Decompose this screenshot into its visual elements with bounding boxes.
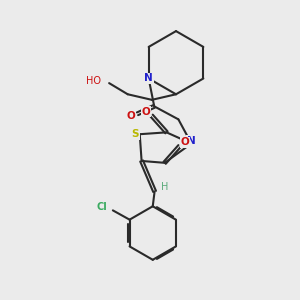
Text: O: O (126, 111, 135, 121)
Text: H: H (161, 182, 169, 192)
Text: O: O (181, 137, 189, 147)
Text: S: S (131, 129, 139, 139)
Text: N: N (144, 74, 153, 83)
Text: Cl: Cl (97, 202, 107, 212)
Text: N: N (187, 136, 196, 146)
Text: HO: HO (86, 76, 101, 86)
Text: O: O (142, 107, 150, 117)
